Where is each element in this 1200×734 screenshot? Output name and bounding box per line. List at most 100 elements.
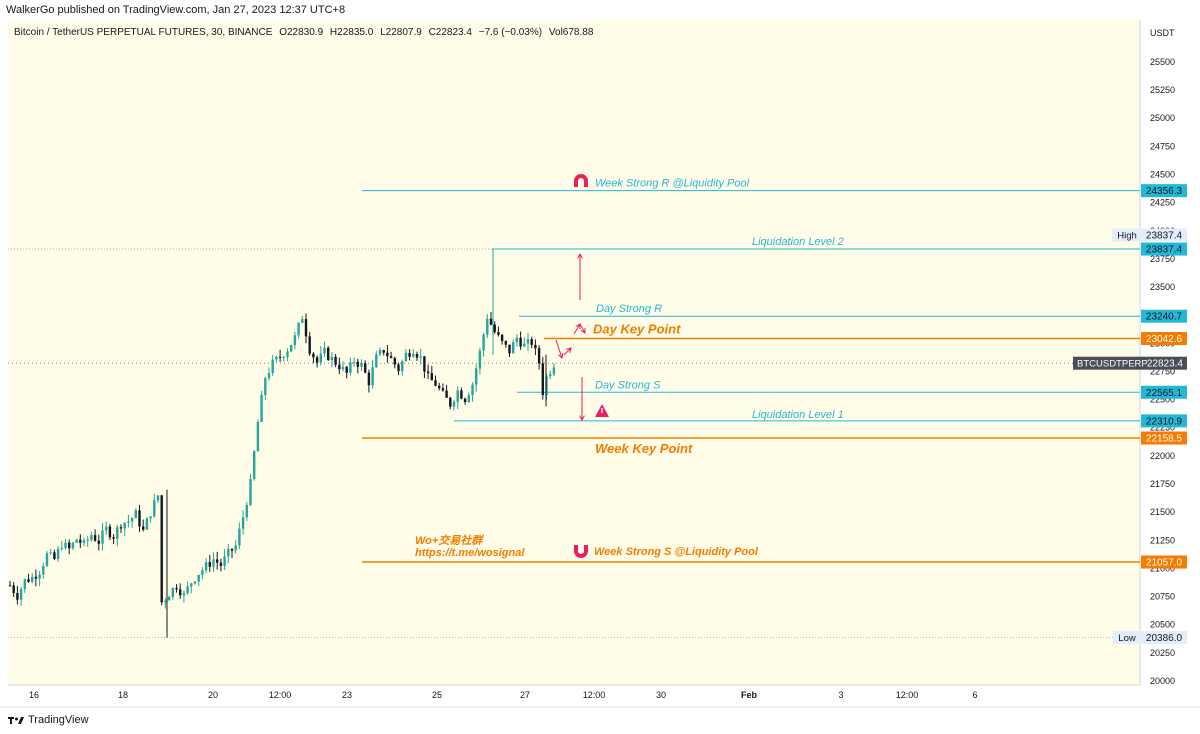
legend-open: O22830.9 (279, 27, 324, 38)
symbol-tag: BTCUSDTPERP (1077, 359, 1148, 370)
watermark-line-1: Wo+交易社群 (415, 534, 484, 547)
price-label-text: 23042.6 (1146, 334, 1183, 345)
candle-body (537, 348, 541, 364)
candle-body (249, 479, 252, 505)
plot-area[interactable] (8, 20, 1140, 685)
candle-body (116, 527, 119, 539)
candle-body (460, 390, 463, 399)
candle-body (445, 390, 448, 398)
candle-body (175, 588, 178, 590)
x-tick-label: 27 (520, 690, 530, 700)
candle-body (375, 354, 378, 368)
x-tick-label: 16 (29, 690, 39, 700)
candle-body (486, 318, 489, 335)
level-label: Day Strong R (596, 303, 662, 315)
candle-body (164, 600, 167, 603)
candle-body (153, 500, 156, 517)
candle-body (401, 361, 404, 372)
candle-body (278, 356, 282, 358)
price-label-box (1141, 431, 1187, 445)
candle-body (216, 559, 219, 563)
candle-body (142, 526, 145, 530)
candle-body (290, 345, 293, 352)
candle-body (256, 421, 260, 452)
candle-body (234, 545, 237, 551)
candle-body (293, 335, 297, 346)
candle-body (297, 322, 300, 336)
candle-body (412, 353, 415, 357)
y-tick-label: 22500 (1150, 395, 1175, 405)
candle-body (541, 363, 544, 396)
candle-body (8, 585, 12, 587)
candle-body (415, 353, 419, 358)
price-label-text: 22158.5 (1146, 434, 1183, 445)
candle-body (367, 372, 371, 386)
candle-body (419, 356, 422, 358)
candle-body (149, 516, 152, 519)
candle-body (82, 540, 86, 543)
candle-body (497, 332, 500, 335)
candle-body (500, 334, 504, 342)
candle-body (212, 559, 215, 567)
price-label-box (1141, 242, 1187, 256)
candle-body (12, 585, 15, 593)
candle-body (238, 528, 241, 546)
arrow-up-long-head (577, 252, 583, 259)
candle-body (56, 548, 60, 559)
price-label-box (1141, 309, 1187, 323)
candle-body (223, 556, 226, 566)
brand-name[interactable]: TradingView (28, 714, 89, 726)
candle-body (478, 350, 482, 369)
candle-body (301, 319, 304, 323)
price-label-text: 23240.7 (1146, 312, 1183, 323)
candle-body (397, 364, 400, 372)
candle-body (167, 596, 171, 601)
low-value-box (1141, 631, 1187, 645)
y-tick-label: 24500 (1150, 169, 1175, 179)
level-label: Liquidation Level 2 (752, 236, 844, 248)
candle-body (530, 339, 533, 345)
y-tick-label: 22000 (1150, 451, 1175, 461)
y-tick-label: 21500 (1150, 507, 1175, 517)
price-label-text: 22310.9 (1146, 416, 1183, 427)
candle-body (275, 356, 278, 360)
candle-body (356, 361, 359, 367)
candle-body (482, 334, 485, 351)
level-label: Day Strong S (595, 379, 661, 391)
high-value-text: 23837.4 (1146, 231, 1183, 242)
candle-body (489, 318, 493, 325)
candle-body (526, 339, 530, 344)
candle-body (68, 542, 71, 549)
arrow-up-short-2-head (580, 327, 586, 334)
candle-body (27, 579, 30, 582)
low-tag-box (1113, 631, 1141, 645)
y-tick-label: 23500 (1150, 282, 1175, 292)
candle-body (512, 342, 515, 354)
candle-body (515, 337, 519, 343)
candle-body (523, 343, 526, 347)
candle-body (456, 390, 459, 402)
candle-body (441, 388, 445, 391)
legend-close: C22823.4 (428, 27, 472, 38)
high-tag-label: High (1117, 231, 1137, 242)
candle-body (382, 350, 385, 353)
candle-body (108, 526, 112, 538)
candle-body (71, 542, 75, 549)
arrow-up-short-1 (573, 323, 581, 335)
y-tick-label: 21750 (1150, 479, 1175, 489)
price-label-box (1141, 332, 1187, 346)
candle-body (475, 368, 478, 385)
candle-body (119, 527, 123, 529)
candle-body (338, 364, 341, 370)
legend-high: H22835.0 (329, 27, 374, 38)
candle-body (16, 592, 19, 600)
candle-body (93, 535, 97, 541)
low-value-text: 20386.0 (1146, 633, 1183, 644)
candle-body (38, 574, 41, 579)
candle-body (245, 504, 248, 518)
candle-body (130, 518, 134, 522)
candle-body (393, 357, 396, 365)
legend-title[interactable]: Bitcoin / TetherUS PERPETUAL FUTURES, 30… (14, 27, 273, 38)
price-label-box (1141, 555, 1187, 569)
candle-body (31, 576, 34, 582)
